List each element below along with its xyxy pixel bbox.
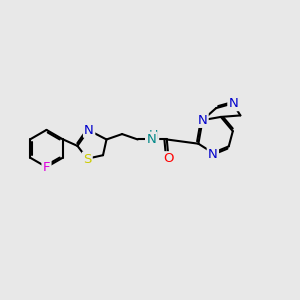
Text: S: S	[83, 153, 92, 166]
Text: N: N	[146, 133, 156, 146]
Text: O: O	[163, 152, 173, 166]
Text: N: N	[198, 114, 207, 127]
Text: H: H	[148, 129, 158, 142]
Text: N: N	[229, 97, 238, 110]
Text: F: F	[43, 160, 50, 174]
Text: N: N	[208, 148, 218, 160]
Text: N: N	[84, 124, 94, 136]
